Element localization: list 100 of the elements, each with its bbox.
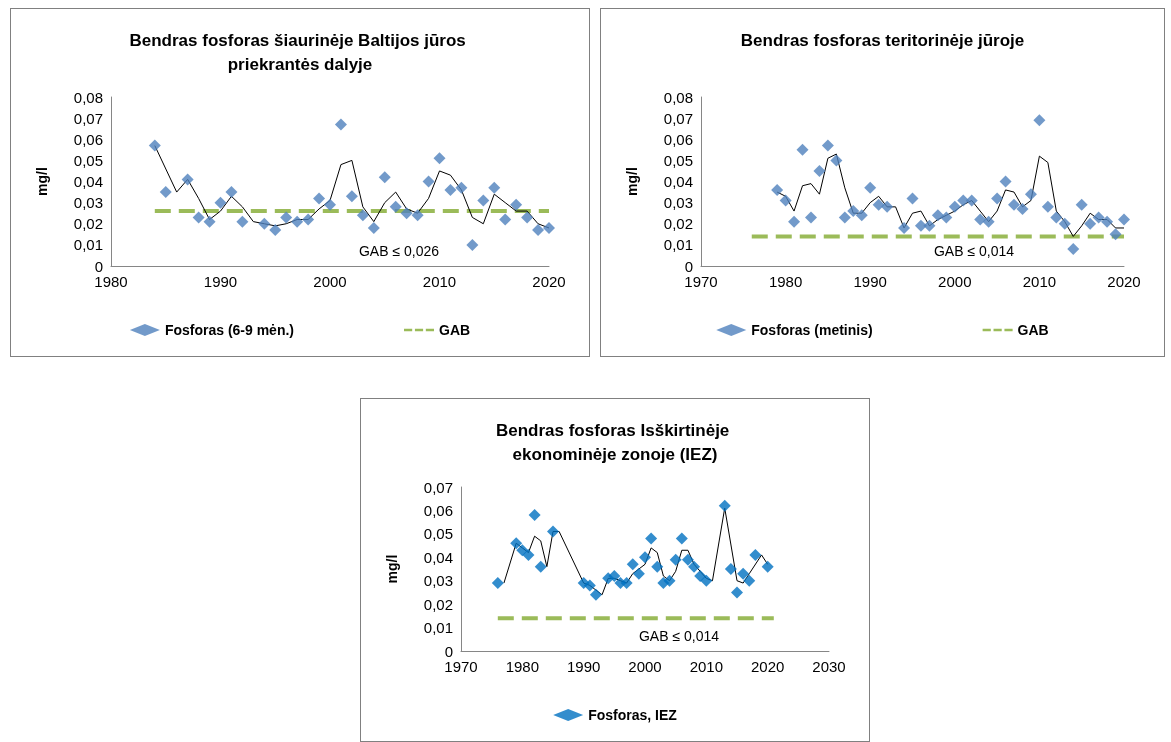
y-tick-label: 0,05: [663, 151, 693, 169]
annotation: GAB ≤ 0,014: [933, 243, 1015, 259]
y-tick-label: 0,02: [73, 215, 103, 233]
x-tick-label: 1990: [853, 273, 887, 290]
annotation: GAB ≤ 0,026: [358, 243, 440, 259]
y-tick-label: 0: [684, 257, 693, 275]
point: [1067, 243, 1080, 256]
point: [356, 209, 369, 222]
point: [534, 560, 547, 573]
point: [488, 181, 501, 194]
y-tick-label: 0,08: [663, 88, 693, 106]
x-tick-label: 1980: [505, 658, 540, 675]
x-tick-label: 2000: [313, 273, 347, 290]
point: [731, 586, 743, 599]
point: [528, 509, 541, 522]
point: [700, 574, 713, 587]
point: [1016, 202, 1029, 215]
point: [749, 548, 762, 561]
point: [389, 200, 402, 213]
chart-title: Bendras fosforas teritorinėje jūroje: [740, 30, 1025, 50]
point: [718, 499, 731, 512]
point: [466, 238, 479, 251]
x-tick-label: 2010: [422, 273, 457, 290]
point: [280, 211, 293, 224]
point: [881, 200, 894, 213]
y-tick-label: 0,06: [423, 501, 453, 519]
point: [589, 588, 602, 601]
point: [491, 577, 504, 590]
x-tick-label: 1980: [768, 273, 803, 290]
point: [872, 198, 885, 211]
point: [455, 181, 468, 194]
point: [779, 194, 792, 207]
point: [991, 192, 1004, 205]
point: [1092, 211, 1105, 224]
point: [620, 577, 633, 590]
legend-label: GAB: [439, 322, 471, 338]
y-tick-label: 0,01: [423, 619, 453, 637]
x-tick-label: 2020: [1107, 273, 1141, 290]
point: [931, 209, 944, 222]
y-tick-label: 0,04: [73, 173, 103, 190]
point: [499, 213, 512, 226]
legend-label: Fosforas (metinis): [751, 322, 873, 338]
point: [477, 194, 490, 207]
point: [1033, 114, 1046, 127]
point: [965, 194, 978, 207]
point: [400, 207, 413, 220]
point: [1058, 217, 1071, 230]
x-tick-label: 1970: [684, 273, 718, 290]
point: [1101, 215, 1114, 228]
point: [645, 532, 658, 545]
y-tick-label: 0,05: [73, 151, 103, 169]
point: [516, 544, 529, 557]
point: [214, 196, 227, 209]
point: [694, 570, 707, 583]
y-tick-label: 0,06: [663, 130, 693, 148]
x-tick-label: 2010: [689, 658, 724, 675]
y-tick-label: 0,01: [73, 236, 103, 254]
annotation: GAB ≤ 0,014: [638, 628, 720, 644]
point: [532, 224, 545, 237]
chart-title: Bendras fosforas šiaurinėje Baltijos jūros priekrantės dalyje: [129, 30, 471, 74]
point: [838, 211, 851, 224]
point: [302, 213, 315, 226]
point: [743, 574, 756, 587]
point: [632, 567, 645, 580]
point: [1008, 198, 1021, 211]
point: [203, 215, 216, 228]
point: [724, 563, 737, 575]
y-axis-title: mg/l: [624, 167, 640, 196]
point: [345, 190, 358, 203]
point: [864, 181, 877, 194]
point: [957, 194, 970, 207]
point: [675, 532, 688, 545]
y-axis-title: mg/l: [34, 167, 50, 196]
y-tick-label: 0,02: [663, 215, 693, 233]
y-tick-label: 0,01: [663, 236, 693, 254]
point: [1109, 228, 1122, 241]
point: [422, 175, 435, 188]
y-tick-label: 0,03: [423, 572, 453, 590]
point: [411, 209, 424, 222]
point: [982, 215, 995, 228]
point: [855, 209, 868, 222]
y-tick-label: 0,03: [663, 194, 693, 212]
point: [1024, 188, 1037, 201]
point: [639, 551, 651, 564]
legend-label: GAB: [1017, 322, 1049, 338]
point: [192, 211, 205, 224]
point: [974, 213, 987, 226]
x-tick-label: 2010: [1022, 273, 1057, 290]
point: [510, 537, 523, 550]
point: [269, 224, 282, 237]
y-axis-title: mg/l: [384, 554, 400, 584]
point: [761, 560, 774, 573]
point: [522, 548, 535, 561]
y-tick-label: 0,07: [663, 109, 693, 127]
point: [608, 570, 621, 583]
x-tick-label: 1990: [566, 658, 601, 675]
point: [583, 579, 596, 592]
point: [225, 186, 238, 199]
point: [651, 560, 664, 573]
point: [433, 152, 446, 165]
